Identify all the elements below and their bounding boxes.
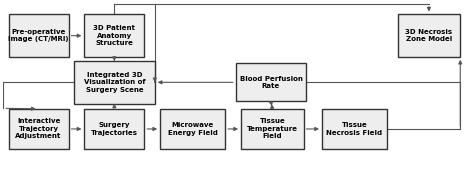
FancyBboxPatch shape <box>74 61 155 103</box>
FancyBboxPatch shape <box>84 15 145 57</box>
Text: Pre-operative
Image (CT/MRI): Pre-operative Image (CT/MRI) <box>9 29 69 42</box>
Text: Blood Perfusion
Rate: Blood Perfusion Rate <box>239 76 302 89</box>
Text: Tissue
Necrosis Field: Tissue Necrosis Field <box>327 122 383 136</box>
Text: Surgery
Trajectories: Surgery Trajectories <box>91 122 138 136</box>
Text: 3D Patient
Anatomy
Structure: 3D Patient Anatomy Structure <box>93 25 136 46</box>
FancyBboxPatch shape <box>84 109 145 149</box>
FancyBboxPatch shape <box>160 109 225 149</box>
FancyBboxPatch shape <box>322 109 387 149</box>
Text: Interactive
Trajectory
Adjustment: Interactive Trajectory Adjustment <box>16 119 62 140</box>
Text: Tissue
Temperature
Field: Tissue Temperature Field <box>247 119 298 140</box>
FancyBboxPatch shape <box>9 109 69 149</box>
FancyBboxPatch shape <box>236 63 306 101</box>
FancyBboxPatch shape <box>9 15 69 57</box>
Text: 3D Necrosis
Zone Model: 3D Necrosis Zone Model <box>405 29 453 42</box>
Text: Microwave
Energy Field: Microwave Energy Field <box>168 122 218 136</box>
FancyBboxPatch shape <box>398 15 460 57</box>
Text: Integrated 3D
Visualization of
Surgery Scene: Integrated 3D Visualization of Surgery S… <box>83 72 145 93</box>
FancyBboxPatch shape <box>241 109 304 149</box>
